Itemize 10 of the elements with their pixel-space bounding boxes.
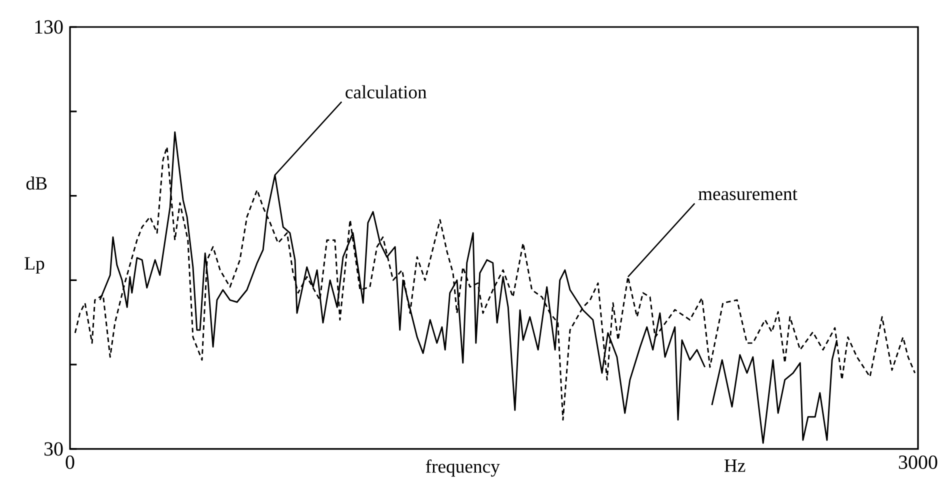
text: dB bbox=[26, 176, 47, 190]
annotation: measurement bbox=[698, 189, 798, 200]
x-tick-label: 0 bbox=[66, 455, 74, 469]
text: Hz bbox=[724, 459, 746, 472]
x-tick-label: 3000 bbox=[898, 455, 938, 469]
annotation: calculation bbox=[346, 85, 427, 98]
x-axis-title: frequency bbox=[426, 459, 500, 477]
y-tick-label: 130 bbox=[35, 20, 63, 34]
y-tick-label: 30 bbox=[44, 442, 63, 456]
y-axis-title: Lp bbox=[24, 257, 44, 274]
